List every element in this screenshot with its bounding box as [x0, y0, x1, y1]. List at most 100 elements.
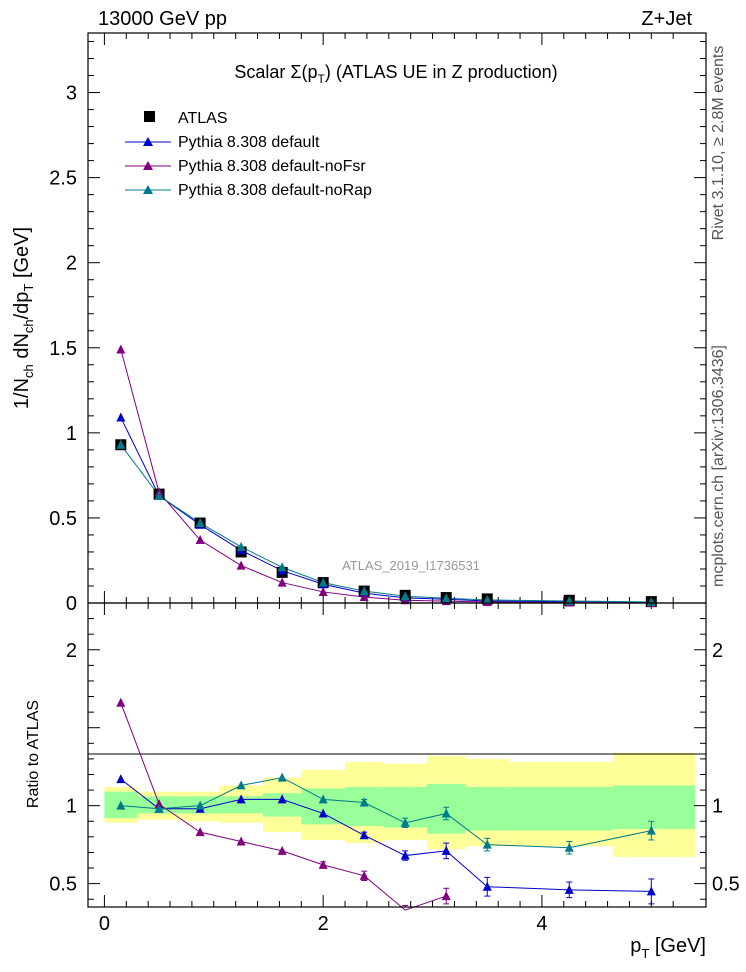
ratio-y-tick-label-right: 2 — [712, 640, 723, 662]
x-tick-label: 2 — [318, 913, 329, 935]
ratio-axis-ticks: 0 2 4 0.5 0.5 1 1 2 2 — [49, 603, 740, 935]
ratio-marker-nofsr — [441, 891, 451, 901]
band-inner — [509, 786, 614, 831]
series-line-nofsr — [120, 349, 652, 604]
ratio-marker-norap — [359, 797, 369, 807]
ratio-marker-default — [400, 850, 410, 860]
legend-marker-nofsr — [143, 161, 153, 170]
main-y-tick-label: 1.5 — [49, 338, 77, 360]
marker-norap — [318, 577, 328, 587]
ratio-marker-norap — [441, 808, 451, 818]
rivet-version-label: Rivet 3.1.10, ≥ 2.8M events — [710, 46, 727, 241]
legend-marker-norap — [143, 185, 153, 194]
process-label: Z+Jet — [641, 8, 692, 30]
ratio-marker-nofsr — [195, 827, 205, 837]
band-inner — [219, 796, 264, 814]
main-y-tick-label: 2.5 — [49, 168, 77, 190]
legend: ATLAS Pythia 8.308 default Pythia 8.308 … — [125, 110, 372, 199]
ratio-line-norap — [120, 777, 652, 849]
ratio-marker-default — [318, 808, 328, 818]
ratio-marker-default — [359, 830, 369, 840]
legend-label-atlas: ATLAS — [178, 110, 228, 127]
ratio-marker-nofsr — [116, 697, 126, 707]
ylabel-part-2: dN — [11, 333, 33, 364]
marker-norap — [195, 518, 205, 528]
marker-norap — [277, 562, 287, 572]
ylabel-part-4: [GeV] — [11, 227, 33, 284]
marker-nofsr — [277, 577, 287, 587]
main-axis-ticks: 0 0.5 1 1.5 2 2.5 3 — [49, 33, 706, 615]
ylabel-sub-2: ch — [21, 319, 36, 333]
y-axis-label-ratio: Ratio to ATLAS — [25, 700, 42, 808]
ratio-marker-nofsr — [318, 859, 328, 869]
main-y-tick-label: 0.5 — [49, 508, 77, 530]
band-inner — [301, 788, 346, 825]
energy-label: 13000 GeV pp — [98, 8, 227, 30]
marker-norap — [359, 586, 369, 596]
plot-title: Scalar Σ(pT) (ATLAS UE in Z production) — [234, 62, 557, 86]
ratio-marker-norap — [277, 772, 287, 782]
main-panel: 0 0.5 1 1.5 2 2.5 3 — [49, 32, 707, 615]
ylabel-part-3: /dp — [11, 292, 33, 320]
marker-norap — [400, 591, 410, 601]
ratio-marker-nofsr — [154, 799, 164, 809]
ratio-marker-norap — [236, 780, 246, 790]
marker-norap — [482, 594, 492, 604]
ratio-marker-norap — [482, 839, 492, 849]
main-y-tick-label: 2 — [66, 253, 77, 275]
band-inner — [613, 785, 696, 830]
main-y-tick-label: 3 — [66, 83, 77, 105]
mcplots-label: mcplots.cern.ch [arXiv:1306.3436] — [710, 345, 727, 587]
ratio-marker-nofsr — [277, 845, 287, 855]
legend-label-norap: Pythia 8.308 default-noRap — [178, 182, 372, 199]
marker-nofsr — [359, 592, 369, 602]
ratio-y-tick-label-left: 1 — [66, 796, 77, 818]
analysis-id: ATLAS_2019_I1736531 — [342, 558, 480, 573]
marker-default — [116, 412, 126, 422]
ratio-uncertainty-bands — [104, 752, 696, 858]
marker-norap — [646, 596, 656, 606]
ratio-marker-default — [277, 794, 287, 804]
ratio-frame — [87, 602, 707, 908]
ratio-marker-norap — [318, 794, 328, 804]
ratio-marker-default — [116, 774, 126, 784]
ratio-marker-norap — [116, 800, 126, 810]
ratio-line-default — [120, 778, 652, 892]
marker-norap — [154, 490, 164, 500]
x-tick-label: 0 — [99, 913, 110, 935]
marker-nofsr — [236, 560, 246, 570]
xlabel-rest: [GeV] — [649, 935, 706, 957]
ratio-y-tick-label-left: 0.5 — [49, 874, 77, 896]
legend-label-default: Pythia 8.308 default — [178, 134, 320, 151]
main-y-tick-label: 1 — [66, 423, 77, 445]
ratio-y-tick-label-left: 2 — [66, 640, 77, 662]
band-inner — [465, 786, 510, 831]
plot-title-sub: T — [318, 72, 326, 86]
ratio-marker-norap — [564, 842, 574, 852]
marker-nofsr — [195, 535, 205, 545]
ratio-marker-default — [441, 845, 451, 855]
marker-norap — [116, 439, 126, 449]
xlabel-sub: T — [641, 946, 649, 961]
xlabel-part: p — [630, 935, 641, 957]
marker-nofsr — [318, 586, 328, 596]
ratio-marker-norap — [646, 825, 656, 835]
x-tick-label: 4 — [536, 913, 547, 935]
plot-title-rest: ) (ATLAS UE in Z production) — [325, 62, 558, 82]
ratio-marker-default — [646, 886, 656, 896]
series-line-default — [120, 417, 652, 603]
ratio-marker-default — [564, 884, 574, 894]
legend-label-nofsr: Pythia 8.308 default-noFsr — [178, 158, 366, 175]
y-axis-label-main: 1/Nch dNch/dpT [GeV] — [11, 227, 36, 409]
ratio-marker-norap — [195, 800, 205, 810]
ylabel-part-1: 1/N — [11, 378, 33, 409]
marker-nofsr — [116, 344, 126, 354]
ratio-marker-norap — [154, 803, 164, 813]
ratio-panel: 0 2 4 0.5 0.5 1 1 2 2 — [49, 602, 740, 935]
main-series — [115, 344, 657, 608]
marker-norap — [236, 541, 246, 551]
marker-norap — [441, 593, 451, 603]
legend-marker-atlas — [144, 111, 155, 122]
ylabel-sub-3: T — [21, 284, 36, 292]
